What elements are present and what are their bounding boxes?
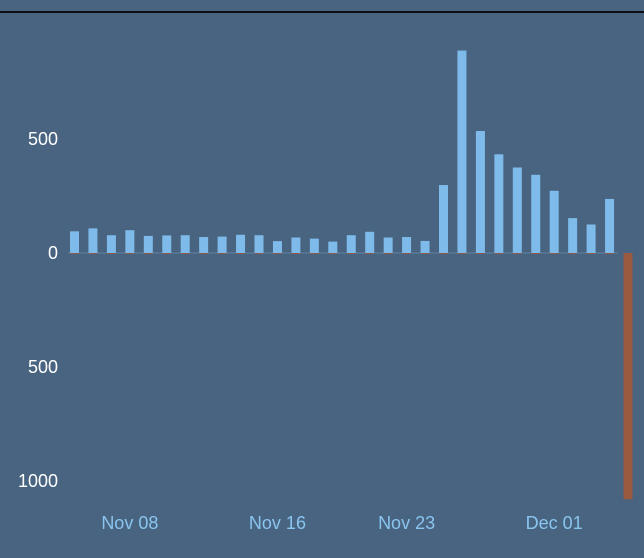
bar-negative — [531, 253, 541, 254]
bar-positive — [346, 235, 356, 253]
bar-negative — [346, 253, 356, 254]
bar-negative — [125, 253, 135, 254]
bar-negative — [291, 253, 301, 254]
bar-negative — [549, 253, 559, 254]
bar-negative — [439, 253, 448, 254]
bar-negative — [272, 253, 282, 254]
y-tick-label: 500 — [28, 357, 58, 377]
bar-negative — [623, 253, 633, 500]
bar-negative — [475, 253, 485, 254]
bar-positive — [494, 154, 504, 253]
bar-negative — [402, 253, 412, 254]
bar-positive — [199, 237, 209, 253]
bar-positive — [383, 237, 393, 253]
x-tick-label: Nov 23 — [378, 513, 435, 533]
bar-positive — [291, 237, 301, 253]
bar-positive — [402, 237, 412, 253]
bar-negative — [328, 253, 338, 254]
bar-negative — [309, 253, 319, 254]
bar-negative — [162, 253, 172, 254]
bar-positive — [162, 235, 172, 253]
bar-positive — [328, 241, 338, 253]
bar-negative — [586, 253, 596, 254]
bar-positive — [531, 174, 541, 253]
bar-positive — [605, 198, 615, 253]
bar-positive — [309, 238, 319, 253]
x-tick-label: Nov 08 — [101, 513, 158, 533]
bar-negative — [254, 253, 264, 254]
bar-positive — [475, 131, 485, 253]
bar-positive — [180, 235, 190, 253]
bar-positive — [125, 230, 135, 253]
bar-negative — [236, 253, 246, 254]
bar-negative — [199, 253, 209, 254]
y-tick-label: 500 — [28, 129, 58, 149]
bar-negative — [88, 253, 98, 254]
bar-positive — [106, 235, 116, 253]
bar-negative — [457, 253, 467, 254]
bar-positive — [88, 228, 98, 253]
bar-positive — [512, 167, 522, 253]
x-tick-label: Nov 16 — [249, 513, 306, 533]
bar-positive — [272, 241, 282, 253]
bar-negative — [70, 253, 79, 254]
bar-positive — [549, 190, 559, 253]
bar-negative — [605, 253, 615, 254]
bar-positive — [365, 231, 375, 253]
bar-positive — [217, 236, 227, 253]
bar-positive — [568, 218, 578, 253]
bar-negative — [365, 253, 375, 254]
bar-negative — [106, 253, 116, 254]
bar-positive — [254, 235, 264, 253]
x-tick-label: Dec 01 — [526, 513, 583, 533]
bar-negative — [512, 253, 522, 254]
bar-positive — [236, 234, 246, 253]
bar-positive — [143, 235, 153, 253]
bar-positive — [420, 240, 430, 253]
bar-negative — [420, 253, 430, 254]
bar-positive — [439, 185, 448, 253]
y-tick-label: 0 — [48, 243, 58, 263]
bar-negative — [383, 253, 393, 254]
bar-negative — [180, 253, 190, 254]
top-border — [0, 0, 644, 13]
y-tick-label: 1000 — [18, 471, 58, 491]
bar-negative — [568, 253, 578, 254]
bar-positive — [457, 50, 467, 253]
bar-negative — [217, 253, 227, 254]
bar-negative — [143, 253, 153, 254]
bar-positive — [70, 231, 79, 253]
bar-negative — [494, 253, 504, 254]
bar-positive — [586, 224, 596, 253]
